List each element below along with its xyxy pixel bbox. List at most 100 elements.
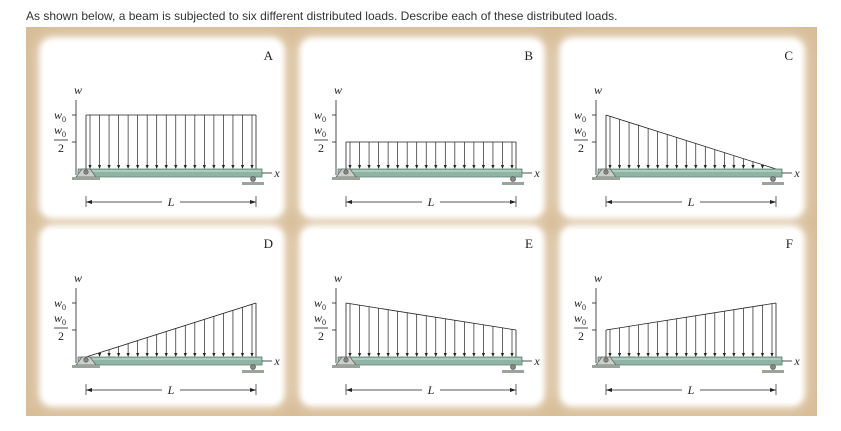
load-arrow-head [770, 353, 774, 357]
load-arrow-head [434, 353, 438, 357]
length-arrow-right [770, 388, 776, 392]
pin-support-ground [332, 177, 360, 180]
w0-half-denominator: 2 [578, 329, 584, 343]
load-arrow-head [202, 165, 206, 169]
length-arrow-left [606, 200, 612, 204]
load-arrow-head [656, 165, 660, 169]
panel-label-e: E [525, 236, 533, 251]
load-arrow-head [462, 165, 466, 169]
load-arrow-head [116, 165, 121, 169]
load-arrow-head [751, 165, 755, 169]
pin-support-pin [343, 357, 349, 363]
load-arrow-head [183, 353, 187, 357]
load-arrow-head [145, 353, 149, 357]
w0-half-label: w0 [314, 311, 326, 327]
load-arrow-head [386, 353, 390, 357]
load-arrow-head [684, 353, 688, 357]
load-arrow-head [221, 165, 226, 169]
w0-half-label: w0 [574, 311, 586, 327]
w0-label: w0 [54, 296, 66, 312]
length-arrow-right [250, 388, 256, 392]
beam [77, 356, 263, 366]
w0-half-label: w0 [54, 311, 66, 327]
load-arrow-head [481, 165, 486, 169]
load-arrow-head [694, 353, 698, 357]
roller-support [770, 176, 776, 182]
load-arrow-head [646, 353, 650, 357]
w0-subscript: 0 [62, 303, 66, 312]
load-arrow-head [386, 165, 390, 169]
w0-label: w0 [314, 108, 326, 124]
load-arrow-head [741, 353, 746, 357]
length-label: L [687, 195, 695, 209]
pin-support-ground [592, 177, 620, 180]
panel-label-b: B [524, 48, 533, 63]
x-axis-label: x [273, 354, 280, 368]
load-arrow-head [357, 165, 362, 169]
length-arrow-left [346, 388, 352, 392]
load-arrow-head [396, 353, 400, 357]
load-arrow-head [415, 165, 419, 169]
roller-support [250, 364, 256, 370]
roller-support-ground [502, 182, 524, 185]
load-arrow-head [212, 165, 216, 169]
beam [597, 168, 783, 178]
load-arrow-head [491, 353, 495, 357]
load-arrow-head [155, 165, 159, 169]
load-top-line [85, 302, 257, 358]
load-arrow-head [500, 165, 505, 169]
length-arrow-left [86, 388, 92, 392]
w0-half-subscript: 0 [582, 318, 586, 327]
roller-support-ground [242, 370, 264, 373]
load-arrow-head [443, 165, 447, 169]
load-arrow-head [415, 353, 419, 357]
load-arrow-head [617, 165, 622, 169]
load-arrow-head [107, 165, 111, 169]
w0-half-label: w0 [314, 123, 326, 139]
pin-support-pin [83, 357, 89, 363]
load-arrow-head [713, 353, 717, 357]
load-arrow-head [221, 353, 226, 357]
w0-subscript: 0 [582, 303, 586, 312]
load-arrow-head [97, 165, 102, 169]
w-axis-label: w [74, 83, 82, 97]
load-arrow-head [732, 353, 736, 357]
w0-half-label: w0 [574, 123, 586, 139]
load-arrow-head [732, 165, 736, 169]
panel-label-d: D [264, 236, 273, 251]
load-arrow-head [656, 353, 660, 357]
load-arrow-head [453, 165, 457, 169]
length-arrow-left [86, 200, 92, 204]
w-axis-label: w [334, 83, 342, 97]
load-top-line [605, 114, 777, 170]
length-label: L [427, 195, 435, 209]
x-axis-label: x [533, 166, 540, 180]
load-arrow-head [396, 165, 400, 169]
panel-label-a: A [264, 48, 274, 63]
roller-support [510, 176, 516, 182]
load-arrow-head [491, 165, 495, 169]
w-axis-label: w [334, 271, 342, 285]
load-arrow-head [88, 165, 92, 169]
load-arrow-head [500, 353, 505, 357]
load-arrow-head [694, 165, 698, 169]
roller-support [250, 176, 256, 182]
w0-label: w0 [574, 108, 586, 124]
roller-support [770, 364, 776, 370]
pin-support-pin [603, 357, 609, 363]
beam [597, 356, 783, 366]
pin-support-pin [343, 169, 349, 175]
load-arrow-head [240, 353, 245, 357]
length-arrow-right [510, 388, 516, 392]
load-arrow-head [453, 353, 457, 357]
load-arrow-head [713, 165, 717, 169]
w0-half-denominator: 2 [318, 329, 324, 343]
w0-half-denominator: 2 [58, 141, 64, 155]
x-axis-label: x [793, 166, 800, 180]
load-arrow-head [367, 353, 371, 357]
x-axis-label: x [273, 166, 280, 180]
